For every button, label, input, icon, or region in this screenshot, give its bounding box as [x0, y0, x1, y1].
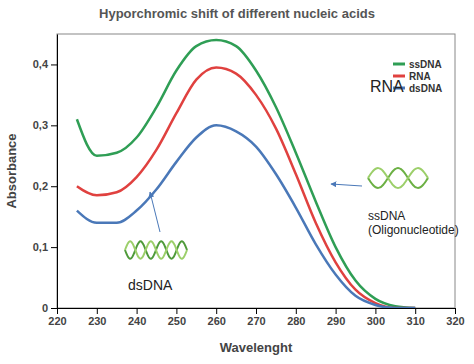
- x-tick-label: 220: [48, 315, 66, 327]
- x-tick-label: 300: [367, 315, 385, 327]
- x-tick-mark: [97, 308, 98, 314]
- x-tick: 310: [407, 308, 425, 327]
- y-tick-label: 0,2: [33, 180, 48, 192]
- x-tick: 220: [48, 308, 66, 327]
- x-tick-mark: [296, 308, 297, 314]
- x-axis: 220 230 240 250 260 270 280 290 300 310 320: [48, 308, 464, 327]
- x-tick-label: 320: [446, 315, 464, 327]
- y-tick-mark: [51, 125, 57, 126]
- y-tick: 0,4: [33, 58, 57, 70]
- chart: Hyporchromic shift of different nucleic …: [0, 0, 474, 364]
- legend-label: dsDNA: [409, 83, 442, 94]
- x-tick-mark: [375, 308, 376, 314]
- x-tick-label: 240: [128, 315, 146, 327]
- title: Hyporchromic shift of different nucleic …: [99, 6, 375, 21]
- y-tick: 0: [42, 302, 57, 314]
- x-tick-mark: [57, 308, 58, 314]
- x-tick: 290: [327, 308, 345, 327]
- annotation: dsDNA: [128, 277, 173, 293]
- y-axis-title: Absorbance: [4, 133, 19, 208]
- y-tick-label: 0,4: [33, 58, 49, 70]
- y-tick: 0,3: [33, 119, 57, 131]
- x-tick-mark: [256, 308, 257, 314]
- x-tick: 230: [88, 308, 106, 327]
- helix-strand: [125, 241, 187, 258]
- x-tick: 270: [247, 308, 265, 327]
- series-line: [77, 125, 415, 308]
- x-tick-mark: [455, 308, 456, 314]
- x-tick: 240: [128, 308, 146, 327]
- decoration: [125, 168, 428, 259]
- helix-strand: [125, 241, 187, 258]
- x-tick-label: 310: [407, 315, 425, 327]
- x-tick-label: 290: [327, 315, 345, 327]
- plot-frame: [57, 34, 455, 308]
- x-tick-label: 250: [168, 315, 186, 327]
- x-tick-label: 260: [208, 315, 226, 327]
- legend-item: ssDNA: [393, 59, 442, 70]
- y-tick: 0,2: [33, 180, 57, 192]
- x-tick: 250: [168, 308, 186, 327]
- y-tick-mark: [51, 64, 57, 65]
- x-tick-mark: [336, 308, 337, 314]
- x-tick: 260: [208, 308, 226, 327]
- y-axis: 0 0,1 0,2 0,3 0,4: [33, 35, 58, 315]
- x-tick-label: 270: [247, 315, 265, 327]
- helix-strand: [368, 168, 428, 188]
- y-tick-label: 0: [42, 302, 48, 314]
- x-tick: 320: [446, 308, 464, 327]
- annotation: ssDNA: [368, 209, 405, 223]
- y-tick-label: 0,1: [33, 241, 48, 253]
- x-tick-mark: [176, 308, 177, 314]
- y-tick-mark: [51, 186, 57, 187]
- x-tick-mark: [415, 308, 416, 314]
- arrow: [150, 192, 160, 232]
- x-tick: 300: [367, 308, 385, 327]
- y-tick-label: 0,3: [33, 119, 48, 131]
- y-axis-line: [57, 35, 58, 309]
- legend-swatch: [393, 63, 405, 66]
- y-tick-mark: [51, 308, 57, 309]
- x-tick-label: 280: [287, 315, 305, 327]
- legend-label: RNA: [409, 71, 431, 82]
- annotation: (Oligonucleotide): [368, 223, 459, 237]
- arrow: [331, 184, 362, 186]
- helix-strand: [368, 168, 428, 188]
- series-line: [77, 67, 415, 308]
- annotation: RNA: [370, 78, 404, 95]
- x-tick-mark: [216, 308, 217, 314]
- legend-label: ssDNA: [409, 59, 442, 70]
- series-line: [77, 40, 415, 308]
- x-tick-mark: [137, 308, 138, 314]
- y-tick: 0,1: [33, 241, 57, 253]
- x-axis-title: Wavelenght: [220, 340, 293, 355]
- lines: [77, 40, 415, 308]
- x-tick-label: 230: [88, 315, 106, 327]
- y-tick-mark: [51, 247, 57, 248]
- x-tick: 280: [287, 308, 305, 327]
